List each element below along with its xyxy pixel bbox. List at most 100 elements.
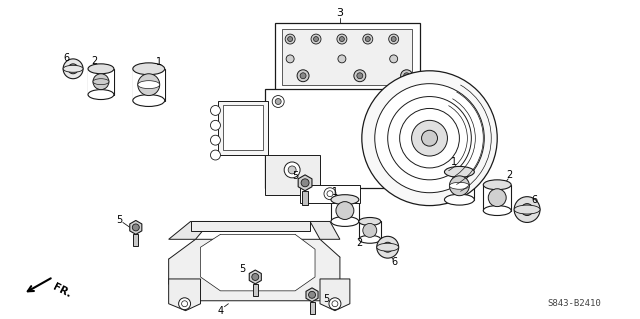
Circle shape xyxy=(399,108,460,168)
Text: 6: 6 xyxy=(63,53,69,63)
Polygon shape xyxy=(191,221,310,231)
Ellipse shape xyxy=(359,218,381,226)
Ellipse shape xyxy=(449,182,469,189)
Polygon shape xyxy=(169,221,211,239)
Circle shape xyxy=(332,301,338,307)
Ellipse shape xyxy=(93,79,109,85)
Text: 4: 4 xyxy=(218,306,223,316)
Circle shape xyxy=(488,189,506,207)
Ellipse shape xyxy=(444,194,474,205)
Circle shape xyxy=(336,202,354,219)
Circle shape xyxy=(404,73,410,79)
Polygon shape xyxy=(298,175,312,191)
Circle shape xyxy=(211,135,220,145)
Text: 5: 5 xyxy=(239,264,246,274)
Ellipse shape xyxy=(331,217,359,226)
Text: FR.: FR. xyxy=(51,282,73,300)
Polygon shape xyxy=(306,288,318,302)
Circle shape xyxy=(252,273,259,280)
Ellipse shape xyxy=(331,195,359,204)
Circle shape xyxy=(132,224,140,231)
Text: 6: 6 xyxy=(531,195,537,205)
Bar xyxy=(133,234,138,246)
Circle shape xyxy=(314,37,319,41)
Circle shape xyxy=(339,37,344,41)
Circle shape xyxy=(412,96,424,108)
Circle shape xyxy=(337,34,347,44)
Text: 5: 5 xyxy=(116,215,122,226)
Text: 1: 1 xyxy=(156,57,162,67)
Circle shape xyxy=(415,99,420,105)
Polygon shape xyxy=(249,270,261,284)
Bar xyxy=(310,302,314,314)
Ellipse shape xyxy=(514,205,540,214)
Circle shape xyxy=(388,34,399,44)
Circle shape xyxy=(390,55,397,63)
Circle shape xyxy=(388,97,471,180)
Circle shape xyxy=(401,70,413,82)
Circle shape xyxy=(301,179,309,187)
Circle shape xyxy=(211,150,220,160)
Circle shape xyxy=(275,99,281,105)
Circle shape xyxy=(363,34,372,44)
Circle shape xyxy=(284,162,300,178)
Circle shape xyxy=(68,64,78,74)
Circle shape xyxy=(300,73,306,79)
Circle shape xyxy=(383,242,393,252)
Text: 6: 6 xyxy=(392,257,397,267)
Bar xyxy=(275,23,420,91)
Circle shape xyxy=(211,106,220,115)
Circle shape xyxy=(286,55,294,63)
Ellipse shape xyxy=(483,205,511,216)
Circle shape xyxy=(308,291,316,298)
Circle shape xyxy=(365,37,371,41)
Text: 2: 2 xyxy=(356,238,363,248)
Text: 5: 5 xyxy=(292,171,298,181)
Ellipse shape xyxy=(444,167,474,177)
Circle shape xyxy=(288,166,296,174)
Circle shape xyxy=(275,172,281,178)
Polygon shape xyxy=(310,221,340,239)
Circle shape xyxy=(63,59,83,79)
Circle shape xyxy=(514,197,540,222)
Bar xyxy=(265,89,429,188)
Text: 2: 2 xyxy=(91,56,97,66)
Circle shape xyxy=(311,34,321,44)
Polygon shape xyxy=(320,279,350,311)
Circle shape xyxy=(297,70,309,82)
Circle shape xyxy=(422,130,438,146)
Polygon shape xyxy=(169,279,200,311)
Polygon shape xyxy=(130,220,142,234)
Circle shape xyxy=(285,34,295,44)
Text: 1: 1 xyxy=(332,187,338,197)
Bar xyxy=(133,69,164,100)
Circle shape xyxy=(357,73,363,79)
Text: S843-B2410: S843-B2410 xyxy=(547,299,601,308)
Polygon shape xyxy=(169,239,340,301)
Circle shape xyxy=(182,301,188,307)
Circle shape xyxy=(362,71,497,205)
Bar xyxy=(253,284,258,296)
Ellipse shape xyxy=(63,65,83,72)
Circle shape xyxy=(138,74,160,96)
Polygon shape xyxy=(200,234,315,291)
Ellipse shape xyxy=(88,90,114,100)
Bar xyxy=(223,106,263,150)
Bar xyxy=(218,100,268,155)
Circle shape xyxy=(375,84,484,193)
Ellipse shape xyxy=(138,81,160,89)
Text: 3: 3 xyxy=(337,8,344,18)
Circle shape xyxy=(179,298,191,310)
Text: 5: 5 xyxy=(323,294,329,304)
Ellipse shape xyxy=(88,64,114,74)
Bar xyxy=(302,191,308,204)
Ellipse shape xyxy=(359,235,381,243)
Text: 1: 1 xyxy=(451,157,458,167)
Circle shape xyxy=(93,74,109,90)
Circle shape xyxy=(521,204,533,216)
Bar xyxy=(265,155,320,195)
Ellipse shape xyxy=(483,180,511,190)
Circle shape xyxy=(287,37,292,41)
Bar xyxy=(88,69,114,94)
Circle shape xyxy=(272,96,284,108)
